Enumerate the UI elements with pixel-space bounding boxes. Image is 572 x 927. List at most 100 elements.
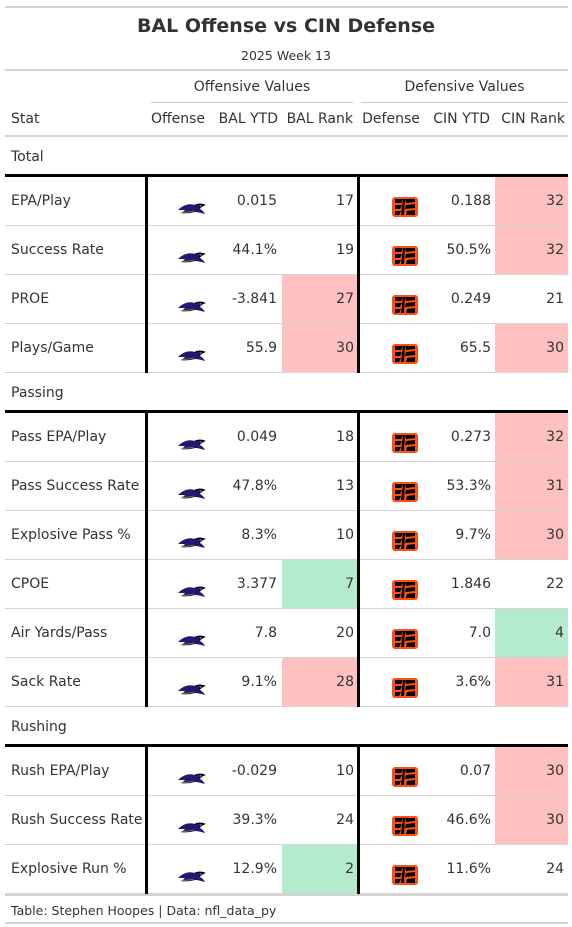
table-row: Sack Rate 9.1% 28 3.6% 31 [5,658,568,707]
ravens-logo-icon [177,287,207,312]
table-row: Success Rate 44.1% 19 50.5% 32 [5,226,568,275]
row-group-border [5,744,568,747]
table-row: Air Yards/Pass 7.8 20 7.0 4 [5,609,568,658]
bal-ytd-value: 7.8 [254,625,277,641]
row-divider [5,461,568,462]
cin-rank-value: 31 [495,462,568,510]
row-divider [5,844,568,845]
top-border [5,6,568,8]
cin-ytd-value: 9.7% [455,527,491,543]
spanner-line-offense [151,102,353,103]
cin-rank-value: 22 [546,576,564,592]
bal-ytd-value: 3.377 [236,576,277,592]
bal-ytd-value: -0.029 [231,763,277,779]
bengals-logo-icon [391,809,419,836]
bal-rank-value: 7 [282,560,358,608]
row-divider [5,559,568,560]
bottom-border [5,894,568,896]
cin-ytd-value: 7.0 [468,625,491,641]
bal-rank-value: 20 [336,625,354,641]
cin-rank-value: 30 [495,747,568,795]
spanner-offensive-values: Offensive Values [193,79,311,95]
cin-rank-value: 30 [495,796,568,844]
row-group-label: Rushing [11,719,67,735]
table-row: Pass EPA/Play 0.049 18 0.273 32 [5,413,568,462]
ravens-logo-icon [177,670,207,695]
column-header-border [5,135,568,137]
row-divider [5,706,568,707]
bal-ytd-value: 55.9 [245,340,277,356]
table-title: BAL Offense vs CIN Defense [136,15,436,37]
cin-rank-value: 32 [495,413,568,461]
row-group-border [5,410,568,413]
offense-column-rule [145,177,148,373]
bal-rank-value: 28 [282,658,358,706]
bengals-logo-icon [391,190,419,217]
cin-rank-value: 4 [495,609,568,657]
cin-ytd-value: 3.6% [455,674,491,690]
bal-rank-value: 10 [336,763,354,779]
cin-rank-value: 31 [495,658,568,706]
cin-ytd-value: 0.07 [459,763,491,779]
cin-rank-value: 30 [495,324,568,372]
stat-name: Rush EPA/Play [11,763,110,779]
bal-rank-value: 19 [336,242,354,258]
column-header-defense: Defense [362,111,420,127]
table-subtitle: 2025 Week 13 [241,48,331,63]
bengals-logo-icon [391,760,419,787]
stat-name: Plays/Game [11,340,94,356]
table-row: EPA/Play 0.015 17 0.188 32 [5,177,568,226]
bal-rank-value: 18 [336,429,354,445]
bengals-logo-icon [391,524,419,551]
ravens-logo-icon [177,621,207,646]
spanner-defensive-values: Defensive Values [404,79,525,95]
table-row: Explosive Run % 12.9% 2 11.6% 24 [5,845,568,894]
cin-ytd-value: 50.5% [446,242,491,258]
row-divider [5,372,568,373]
column-header-cin-ytd: CIN YTD [433,111,490,127]
bal-rank-value: 30 [282,324,358,372]
ravens-logo-icon [177,759,207,784]
cin-ytd-value: 0.188 [450,193,491,209]
spanner-line-defense [361,102,568,103]
cin-rank-value: 24 [546,861,564,877]
row-divider [5,274,568,275]
bal-rank-value: 24 [336,812,354,828]
table-row: Plays/Game 55.9 30 65.5 30 [5,324,568,373]
bal-ytd-value: -3.841 [231,291,277,307]
stat-name: Explosive Run % [11,861,127,877]
ravens-logo-icon [177,474,207,499]
stat-name: Explosive Pass % [11,527,131,543]
bengals-logo-icon [391,337,419,364]
stat-name: Sack Rate [11,674,81,690]
bengals-logo-icon [391,239,419,266]
row-divider [5,893,568,894]
bal-rank-value: 13 [336,478,354,494]
table-source-note: Table: Stephen Hoopes | Data: nfl_data_p… [11,903,277,918]
table-row: PROE -3.841 27 0.249 21 [5,275,568,324]
ravens-logo-icon [177,572,207,597]
bengals-logo-icon [391,288,419,315]
footer-border [5,922,568,924]
column-header-bal-ytd: BAL YTD [218,111,278,127]
ravens-logo-icon [177,336,207,361]
bal-ytd-value: 12.9% [232,861,277,877]
stat-name: Pass Success Rate [11,478,140,494]
row-divider [5,608,568,609]
stat-name: Success Rate [11,242,104,258]
table-row: Rush EPA/Play -0.029 10 0.07 30 [5,747,568,796]
cin-rank-value: 32 [495,177,568,225]
stat-name: Pass EPA/Play [11,429,107,445]
offense-column-rule [145,413,148,707]
bal-rank-value: 10 [336,527,354,543]
stat-name: PROE [11,291,50,307]
row-divider [5,225,568,226]
row-divider [5,657,568,658]
defense-column-rule [357,747,360,894]
table-row: CPOE 3.377 7 1.846 22 [5,560,568,609]
bal-ytd-value: 9.1% [241,674,277,690]
column-header-offense: Offense [150,111,206,127]
row-group-border [5,174,568,177]
ravens-logo-icon [177,857,207,882]
ravens-logo-icon [177,189,207,214]
